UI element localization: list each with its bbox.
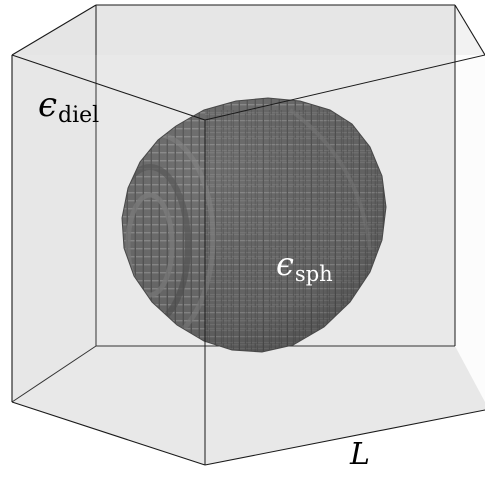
box-front-face — [12, 55, 485, 465]
box-floor-face — [12, 346, 485, 465]
edge-length-symbol: L — [350, 437, 370, 472]
sphere-symbol: ϵ — [276, 245, 294, 283]
box-edge — [11, 345, 97, 403]
box-edge — [11, 54, 206, 121]
dielectric-permittivity-label: ϵdiel — [38, 85, 99, 127]
voxel-sphere — [122, 98, 386, 352]
box-edge — [204, 409, 485, 466]
box-top-face — [12, 5, 485, 55]
box-edge — [11, 4, 97, 56]
dielectric-symbol: ϵ — [38, 85, 58, 125]
sphere-subscript: sph — [294, 262, 333, 286]
box-edge — [204, 54, 485, 121]
edge-length-label: L — [350, 440, 370, 470]
box-left-face — [12, 5, 96, 402]
box-edge — [11, 401, 206, 466]
dielectric-subscript: diel — [58, 103, 100, 128]
sphere-permittivity-label: ϵsph — [276, 245, 333, 285]
box-edge — [454, 4, 485, 56]
sphere-outline — [121, 97, 387, 353]
